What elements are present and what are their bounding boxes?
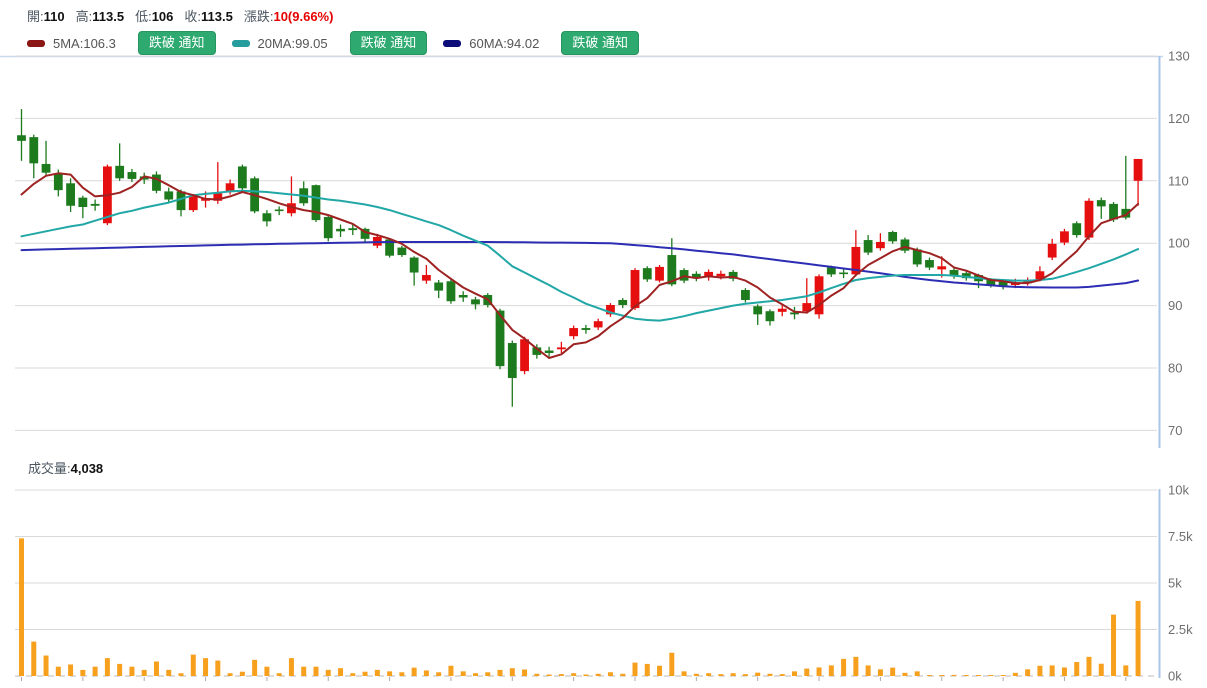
high-quote: 高:113.5 xyxy=(75,8,125,24)
ma20-line xyxy=(20,189,1140,322)
price-axis-labels: 130 120 110 100 90 80 70 xyxy=(1168,49,1190,438)
x-axis-ticks xyxy=(21,677,1127,681)
svg-text:100: 100 xyxy=(1168,236,1190,251)
change-quote: 漲跌:10(9.66%) xyxy=(243,8,334,24)
svg-text:110: 110 xyxy=(1168,173,1189,188)
volume-gridlines xyxy=(15,489,1157,677)
close-quote: 收:113.5 xyxy=(184,8,233,24)
low-quote: 低:106 xyxy=(135,8,174,24)
svg-text:10k: 10k xyxy=(1168,483,1189,498)
svg-text:70: 70 xyxy=(1168,423,1182,438)
svg-text:0k: 0k xyxy=(1168,669,1182,684)
svg-text:130: 130 xyxy=(1168,49,1190,64)
svg-text:7.5k: 7.5k xyxy=(1168,529,1193,544)
open-quote: 開:110 xyxy=(27,8,65,24)
ma20-break-alert-button[interactable]: 跌破 通知 xyxy=(349,31,428,55)
ma-legend-row: 5MA:106.3 跌破 通知 20MA:99.05 跌破 通知 60MA:94… xyxy=(27,31,639,55)
svg-text:90: 90 xyxy=(1168,298,1182,313)
ma5-line xyxy=(20,172,1140,359)
ma60-line-swatch-icon xyxy=(443,39,462,47)
volume-header: 成交量:4,038 xyxy=(28,458,103,477)
ma5-break-alert-button[interactable]: 跌破 通知 xyxy=(137,31,216,55)
svg-text:5k: 5k xyxy=(1168,576,1182,591)
candles-layer xyxy=(17,109,1143,407)
ma20-line-swatch-icon xyxy=(231,39,250,47)
ma60-line xyxy=(20,241,1140,289)
ma5-legend-value: 5MA:106.3 xyxy=(53,35,116,51)
volume-value: 4,038 xyxy=(70,461,104,476)
ma60-legend-value: 60MA:94.02 xyxy=(469,35,540,51)
svg-text:80: 80 xyxy=(1168,361,1182,376)
volume-label: 成交量: xyxy=(28,461,71,476)
ma60-break-alert-button[interactable]: 跌破 通知 xyxy=(561,31,639,55)
svg-text:120: 120 xyxy=(1168,111,1190,126)
svg-text:2.5k: 2.5k xyxy=(1168,622,1193,637)
ma20-legend-value: 20MA:99.05 xyxy=(257,35,328,51)
quote-summary-row: 開:110 高:113.5 低:106 收:113.5 漲跌:10(9.66%) xyxy=(27,7,344,24)
ma5-line-swatch-icon xyxy=(27,39,45,47)
volume-bars xyxy=(19,538,1141,676)
volume-axis-labels: 10k 7.5k 5k 2.5k 0k xyxy=(1168,483,1193,684)
